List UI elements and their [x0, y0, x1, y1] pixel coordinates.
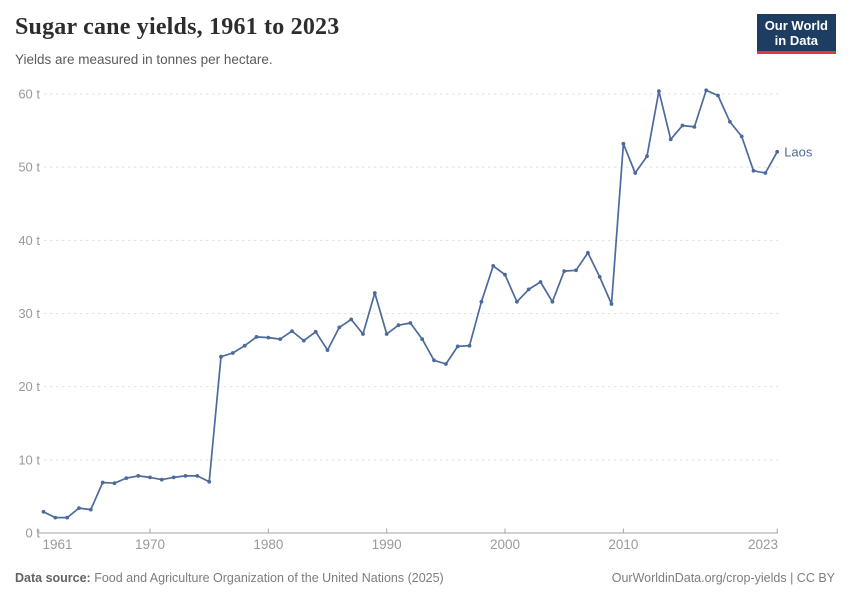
data-point[interactable] — [420, 337, 425, 341]
data-point[interactable] — [432, 358, 436, 363]
footer: Data source: Food and Agriculture Organi… — [15, 571, 835, 585]
y-tick-label: 10 t — [18, 452, 40, 467]
data-point[interactable] — [597, 275, 602, 279]
data-point[interactable] — [491, 264, 496, 268]
data-point[interactable] — [100, 480, 105, 485]
owid-logo-line1: Our World — [764, 18, 828, 33]
y-tick-label: 60 t — [18, 87, 40, 102]
data-point[interactable] — [739, 134, 744, 139]
data-point[interactable] — [266, 335, 271, 340]
page-subtitle: Yields are measured in tonnes per hectar… — [15, 52, 273, 67]
data-point[interactable] — [41, 509, 46, 514]
data-point[interactable] — [77, 506, 81, 510]
data-point[interactable] — [337, 325, 342, 330]
data-point[interactable] — [633, 171, 638, 175]
data-point[interactable] — [372, 291, 377, 295]
data-point[interactable] — [538, 280, 543, 284]
data-point[interactable] — [278, 337, 283, 341]
data-point[interactable] — [242, 343, 247, 348]
data-point[interactable] — [159, 477, 164, 482]
data-point[interactable] — [148, 475, 152, 480]
data-point[interactable] — [136, 474, 141, 478]
data-point[interactable] — [515, 299, 519, 304]
data-point[interactable] — [775, 149, 780, 154]
page-title: Sugar cane yields, 1961 to 2023 — [15, 14, 340, 40]
data-point[interactable] — [219, 354, 223, 359]
data-point[interactable] — [444, 362, 448, 366]
data-point[interactable] — [53, 515, 58, 520]
data-point[interactable] — [467, 343, 472, 348]
data-point[interactable] — [384, 332, 389, 336]
owid-logo-line2: in Data — [774, 33, 819, 48]
data-point[interactable] — [124, 476, 129, 480]
series-end-label: Laos — [784, 144, 813, 159]
data-point[interactable] — [550, 299, 555, 304]
x-tick-label: 1980 — [253, 537, 283, 552]
x-tick-label: 1961 — [43, 537, 73, 552]
data-point[interactable] — [361, 332, 365, 336]
y-tick-label: 20 t — [18, 379, 40, 394]
data-point[interactable] — [645, 154, 649, 159]
y-tick-label: 0 t — [26, 526, 41, 541]
data-point[interactable] — [171, 475, 176, 480]
x-tick-label: 2000 — [490, 537, 520, 552]
owid-logo[interactable]: Our World in Data — [756, 14, 836, 54]
data-point[interactable] — [254, 335, 259, 339]
y-tick-label: 50 t — [18, 160, 40, 175]
data-point[interactable] — [230, 351, 235, 355]
data-point[interactable] — [65, 515, 70, 520]
data-point[interactable] — [479, 299, 484, 304]
data-point[interactable] — [657, 89, 661, 93]
data-point[interactable] — [526, 287, 531, 292]
footer-right: OurWorldinData.org/crop-yields | CC BY — [612, 571, 835, 585]
data-point[interactable] — [586, 250, 590, 255]
y-tick-label: 40 t — [18, 233, 40, 248]
data-point[interactable] — [313, 329, 318, 334]
data-point[interactable] — [301, 338, 306, 343]
data-point[interactable] — [183, 474, 188, 478]
data-point[interactable] — [751, 168, 756, 173]
data-source-label: Data source: — [15, 571, 91, 585]
x-tick-label: 1990 — [372, 537, 402, 552]
data-point[interactable] — [763, 171, 768, 175]
x-tick-label: 2010 — [608, 537, 638, 552]
data-point[interactable] — [325, 348, 330, 352]
footer-separator: | — [786, 571, 797, 585]
data-point[interactable] — [692, 125, 697, 129]
data-source-note: Data source: Food and Agriculture Organi… — [15, 571, 444, 585]
data-point[interactable] — [574, 268, 578, 273]
data-point[interactable] — [290, 329, 294, 333]
x-tick-label: 1970 — [135, 537, 165, 552]
data-point[interactable] — [716, 93, 720, 98]
data-point[interactable] — [207, 479, 212, 484]
data-point[interactable] — [455, 344, 460, 349]
data-point[interactable] — [396, 323, 401, 328]
data-point[interactable] — [88, 507, 93, 512]
data-source-text: Food and Agriculture Organization of the… — [90, 571, 444, 585]
data-point[interactable] — [728, 119, 732, 124]
data-point[interactable] — [609, 302, 614, 306]
data-point[interactable] — [668, 137, 673, 142]
owid-url-link[interactable]: OurWorldinData.org/crop-yields — [611, 571, 787, 585]
x-tick-label: 2023 — [748, 537, 778, 552]
series-line-laos[interactable] — [42, 89, 779, 519]
data-point[interactable] — [195, 474, 200, 478]
data-point[interactable] — [408, 321, 413, 325]
data-point[interactable] — [621, 141, 626, 146]
data-point[interactable] — [562, 269, 567, 273]
data-point[interactable] — [680, 123, 685, 128]
data-point[interactable] — [503, 272, 507, 277]
y-tick-label: 30 t — [18, 306, 40, 321]
data-point[interactable] — [704, 88, 709, 93]
data-point[interactable] — [112, 481, 117, 486]
data-point[interactable] — [349, 317, 354, 322]
license-label: CC BY — [796, 571, 835, 585]
